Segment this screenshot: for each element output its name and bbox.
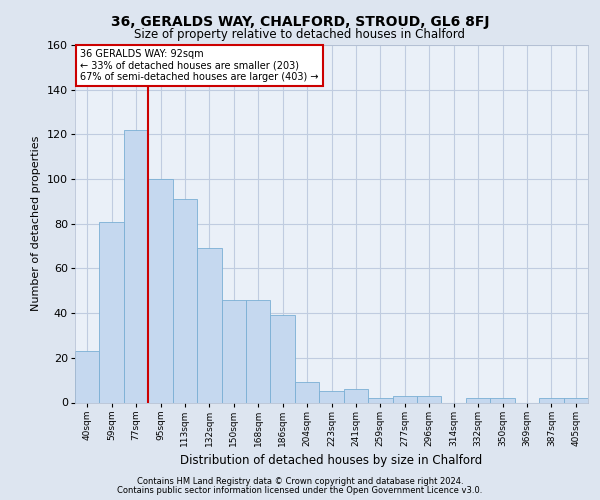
Bar bbox=[466, 398, 490, 402]
X-axis label: Distribution of detached houses by size in Chalford: Distribution of detached houses by size … bbox=[181, 454, 482, 467]
Bar bbox=[75, 351, 100, 403]
Bar bbox=[319, 392, 344, 402]
Bar bbox=[246, 300, 271, 403]
Bar bbox=[124, 130, 148, 402]
Bar bbox=[221, 300, 246, 403]
Text: 36 GERALDS WAY: 92sqm
← 33% of detached houses are smaller (203)
67% of semi-det: 36 GERALDS WAY: 92sqm ← 33% of detached … bbox=[80, 50, 319, 82]
Text: Size of property relative to detached houses in Chalford: Size of property relative to detached ho… bbox=[134, 28, 466, 41]
Bar bbox=[392, 396, 417, 402]
Bar bbox=[197, 248, 221, 402]
Bar bbox=[344, 389, 368, 402]
Bar bbox=[148, 179, 173, 402]
Y-axis label: Number of detached properties: Number of detached properties bbox=[31, 136, 41, 312]
Bar bbox=[490, 398, 515, 402]
Bar bbox=[271, 316, 295, 402]
Text: Contains HM Land Registry data © Crown copyright and database right 2024.: Contains HM Land Registry data © Crown c… bbox=[137, 477, 463, 486]
Text: Contains public sector information licensed under the Open Government Licence v3: Contains public sector information licen… bbox=[118, 486, 482, 495]
Bar bbox=[295, 382, 319, 402]
Bar bbox=[417, 396, 442, 402]
Bar bbox=[539, 398, 563, 402]
Bar bbox=[368, 398, 392, 402]
Bar bbox=[563, 398, 588, 402]
Bar bbox=[173, 199, 197, 402]
Bar bbox=[100, 222, 124, 402]
Text: 36, GERALDS WAY, CHALFORD, STROUD, GL6 8FJ: 36, GERALDS WAY, CHALFORD, STROUD, GL6 8… bbox=[111, 15, 489, 29]
